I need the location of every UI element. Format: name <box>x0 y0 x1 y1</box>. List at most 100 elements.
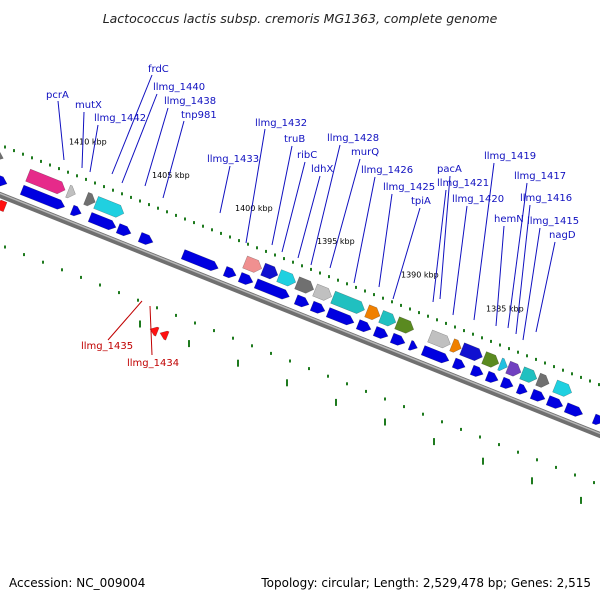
gene-ribC-shape <box>276 269 297 287</box>
gene-arrow-plus <box>355 319 372 333</box>
tick-rows <box>4 145 600 504</box>
leader-line <box>473 162 495 321</box>
gene-arrow-plus-shape <box>451 357 466 370</box>
gene-label: llmg_1432 <box>255 118 307 129</box>
gene-label: pcrA <box>46 90 69 101</box>
gene-llmg-1432-shape <box>242 255 263 273</box>
gene-arrow-plus-shape <box>407 340 418 351</box>
gene-ribC <box>276 269 297 287</box>
genome-summary-text: Topology: circular; Length: 2,529,478 bp… <box>260 576 591 590</box>
gene-label: tnp981 <box>181 110 217 121</box>
leader-line <box>297 175 321 259</box>
gene-mutX <box>65 184 76 199</box>
accession-text: Accession: NC_009004 <box>9 576 145 590</box>
leader-line <box>121 93 158 184</box>
gene-minus-left <box>0 199 8 213</box>
leader-line <box>353 176 376 284</box>
gene-arrow-plus-shape <box>87 212 117 231</box>
gene-arrow-plus-shape <box>137 232 154 245</box>
gene-label: llmg_1435 <box>81 341 133 352</box>
leader-lines <box>57 74 556 356</box>
gene-llmg-1443-shape <box>0 149 4 161</box>
ruler-label: 1385 kbp <box>486 304 524 313</box>
backbone-line <box>0 191 600 439</box>
gene-llmg-1443 <box>0 149 4 161</box>
gene-llmg-1416-shape <box>505 360 522 377</box>
gene-murQ-shape <box>330 290 365 314</box>
gene-label: llmg_1416 <box>520 193 572 204</box>
gene-arrow-plus-shape <box>515 383 528 395</box>
gene-arrow-plus <box>451 357 466 370</box>
gene-arrow-plus-shape <box>325 307 355 326</box>
gene-llmg-1435-shape <box>149 326 160 337</box>
map-title: Lactococcus lactis subsp. cremoris MG136… <box>103 11 498 26</box>
gene-arrow-plus <box>115 223 132 237</box>
gene-label: murQ <box>351 147 379 158</box>
leader-line <box>329 158 361 269</box>
gene-murQ <box>330 290 365 314</box>
gene-pacA-shape <box>427 329 451 349</box>
gene-arrow-plus <box>222 266 237 279</box>
gene-llmg-1426 <box>364 304 381 321</box>
leader-line <box>57 100 65 161</box>
gene-arrow-plus <box>372 326 389 339</box>
gene-llmg-1425 <box>378 310 397 327</box>
gene-label: llmg_1438 <box>164 96 216 107</box>
gene-llmg-1428 <box>312 283 333 301</box>
gene-label: llmg_1419 <box>484 151 536 162</box>
gene-llmg-1419-shape <box>481 351 500 368</box>
leader-line <box>89 124 99 173</box>
gene-arrow-plus <box>19 184 66 210</box>
gene-label: llmg_1425 <box>383 182 435 193</box>
gene-llmg-1416 <box>505 360 522 377</box>
gene-arrow-plus-shape <box>355 319 372 333</box>
gene-arrow-plus <box>293 294 310 308</box>
gene-labels: pcrA mutX frdC llmg_1440 llmg_1442 llmg_1438t… <box>46 64 579 369</box>
gene-nagD <box>535 372 550 388</box>
gene-features <box>0 149 600 425</box>
gene-arrow-plus <box>591 413 600 425</box>
gene-llmg-1421 <box>449 338 462 353</box>
gene-arrow-plus <box>529 388 546 402</box>
gene-frdC <box>83 192 96 207</box>
gene-arrow-plus <box>237 272 254 285</box>
gene-arrow-plus-shape <box>420 345 450 364</box>
gene-llmg-1419 <box>481 351 500 368</box>
gene-arrow-plus <box>389 332 406 346</box>
gene-arrow-plus <box>499 376 514 389</box>
gene-truB-shape <box>260 262 279 280</box>
ruler-label: 1410 kbp <box>69 138 107 147</box>
gene-label: frdC <box>148 64 169 75</box>
gene-llmg-1420-shape <box>459 342 483 362</box>
ruler-label: 1400 kbp <box>235 204 273 213</box>
gene-arrow-plus-shape <box>484 370 499 383</box>
gene-arrow-plus <box>407 340 418 351</box>
leader-line <box>432 189 447 303</box>
gene-arrow-plus-shape <box>222 266 237 279</box>
gene-arrow-plus <box>87 212 117 231</box>
gene-label: llmg_1433 <box>207 154 259 165</box>
gene-arrow-plus-shape <box>253 278 290 300</box>
gene-arrow-plus-shape <box>180 249 219 271</box>
gene-arrow-plus <box>515 383 528 395</box>
gene-arrow-plus <box>545 395 564 409</box>
leader-line <box>310 144 341 266</box>
gene-label: llmg_1442 <box>94 113 146 124</box>
backbone-highlight <box>0 192 600 435</box>
gene-label: llmg_1426 <box>361 165 413 176</box>
gene-arrow-plus-shape <box>0 173 8 187</box>
gene-llmg-1421-shape <box>449 338 462 353</box>
leader-line <box>271 145 293 246</box>
leader-line <box>107 300 143 341</box>
gene-label: llmg_1415 <box>527 216 579 227</box>
leader-line <box>162 120 185 199</box>
gene-mutX-shape <box>65 184 76 199</box>
gene-arrow-plus-shape <box>372 326 389 339</box>
gene-tpiA-shape <box>394 316 415 334</box>
leader-line <box>507 182 528 329</box>
ruler-label: 1395 kbp <box>317 237 355 246</box>
gene-llmg-1425-shape <box>378 310 397 327</box>
gene-arrow-plus <box>563 402 584 417</box>
gene-ldhX-shape <box>294 276 315 294</box>
gene-arrow-plus-shape <box>293 294 310 308</box>
